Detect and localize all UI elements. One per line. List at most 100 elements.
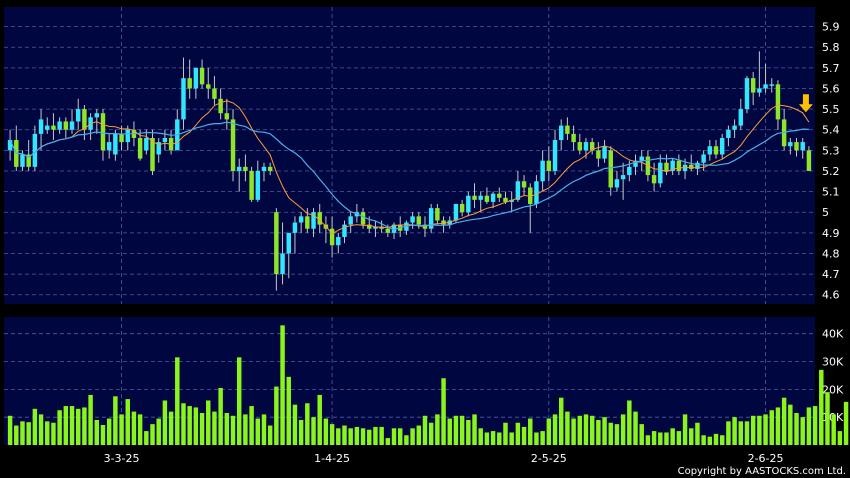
volume-bar [38, 414, 44, 445]
volume-bar [676, 431, 682, 445]
candle-body [298, 216, 304, 223]
volume-bar [156, 418, 161, 445]
date-axis: 3-3-251-4-252-5-252-6-252-7-251-8-25 [104, 452, 784, 465]
candle-body [274, 212, 279, 275]
candle-body [329, 228, 335, 246]
candle-body [658, 162, 663, 184]
volume-bar [397, 428, 403, 445]
volume-tick-label: 30K [822, 356, 844, 369]
volume-bar [255, 418, 261, 445]
price-grid [4, 7, 815, 304]
volume-bar [193, 407, 199, 445]
volume-bar [261, 414, 267, 445]
volume-bar [769, 410, 774, 445]
candle-body [769, 84, 774, 86]
price-tick-label: 5 [822, 206, 829, 219]
volume-bar [682, 414, 688, 445]
candle-body [441, 220, 446, 225]
candle-body [199, 67, 205, 85]
candle-body [94, 113, 100, 118]
volume-bar [620, 414, 626, 445]
volume-bar [354, 426, 360, 445]
volume-bar [379, 426, 384, 445]
volume-tick-label: 40K [822, 328, 844, 341]
volume-bar [781, 397, 787, 445]
volume-bar [775, 407, 781, 445]
volume-bar [348, 428, 353, 445]
candle-body [144, 137, 149, 151]
volume-bar [658, 432, 663, 445]
candle-body [57, 121, 62, 130]
volume-bar [187, 406, 192, 445]
candle-body [75, 109, 81, 122]
volume-bar [627, 400, 632, 445]
volume-bar [175, 357, 180, 445]
candle-body [428, 208, 434, 229]
volume-bar [100, 424, 106, 445]
volume-bar [558, 397, 564, 445]
volume-bar [664, 432, 669, 445]
moving-average-long-line [9, 121, 809, 231]
volume-bar [57, 410, 62, 445]
volume-bar [367, 429, 372, 445]
volume-bar [45, 421, 50, 445]
volume-bar [323, 418, 329, 445]
date-tick-label: 2-6-25 [748, 452, 784, 465]
volume-bar [298, 419, 304, 445]
volume-bar [243, 414, 248, 445]
candle-body [32, 133, 38, 167]
volume-bar [744, 421, 750, 445]
volume-bar [521, 426, 527, 445]
volume-bar [317, 394, 322, 445]
candle-body [577, 142, 583, 151]
candle-body [806, 150, 812, 171]
volume-bar [701, 435, 706, 445]
volume-bar [713, 433, 719, 445]
candle-body [521, 181, 527, 188]
candle-body [311, 212, 316, 229]
volume-bar [806, 407, 812, 445]
candle-body [596, 150, 601, 159]
volume-bar [224, 413, 230, 445]
candle-body [794, 142, 799, 151]
candle-body [528, 187, 533, 204]
volume-bar [249, 406, 254, 445]
volume-bar [373, 426, 378, 445]
candle-body [608, 150, 613, 188]
volume-bar [819, 369, 824, 445]
volume-bar [577, 415, 583, 445]
candle-body [113, 133, 118, 155]
volume-bar [651, 431, 657, 445]
candle-body [763, 84, 768, 89]
candle-body [775, 84, 781, 120]
candle-body [565, 125, 570, 134]
volume-bar [410, 428, 415, 445]
volume-bar [385, 438, 391, 445]
candle-body [125, 129, 130, 143]
price-tick-label: 5.7 [822, 62, 840, 75]
price-tick-label: 5.4 [822, 124, 840, 137]
candle-body [515, 181, 521, 200]
volume-bar [51, 422, 56, 445]
volume-bar [726, 421, 731, 445]
volume-bar [391, 428, 397, 445]
candle-body [540, 160, 545, 182]
volume-bar [218, 387, 223, 445]
down-arrow-icon [798, 94, 813, 113]
candle-body [137, 137, 143, 159]
volume-bar [645, 435, 651, 445]
candle-body [26, 154, 31, 167]
candle-body [82, 109, 87, 130]
volume-bar [738, 421, 744, 445]
candle-body [689, 164, 694, 169]
price-tick-label: 5.1 [822, 186, 840, 199]
volume-bar [311, 417, 316, 445]
candle-body [639, 156, 644, 161]
candle-body [69, 121, 75, 130]
candle-body [119, 133, 124, 143]
volume-bar [20, 421, 25, 445]
candle-body [416, 216, 422, 225]
volume-bar [794, 413, 799, 445]
candle-body [410, 216, 415, 223]
